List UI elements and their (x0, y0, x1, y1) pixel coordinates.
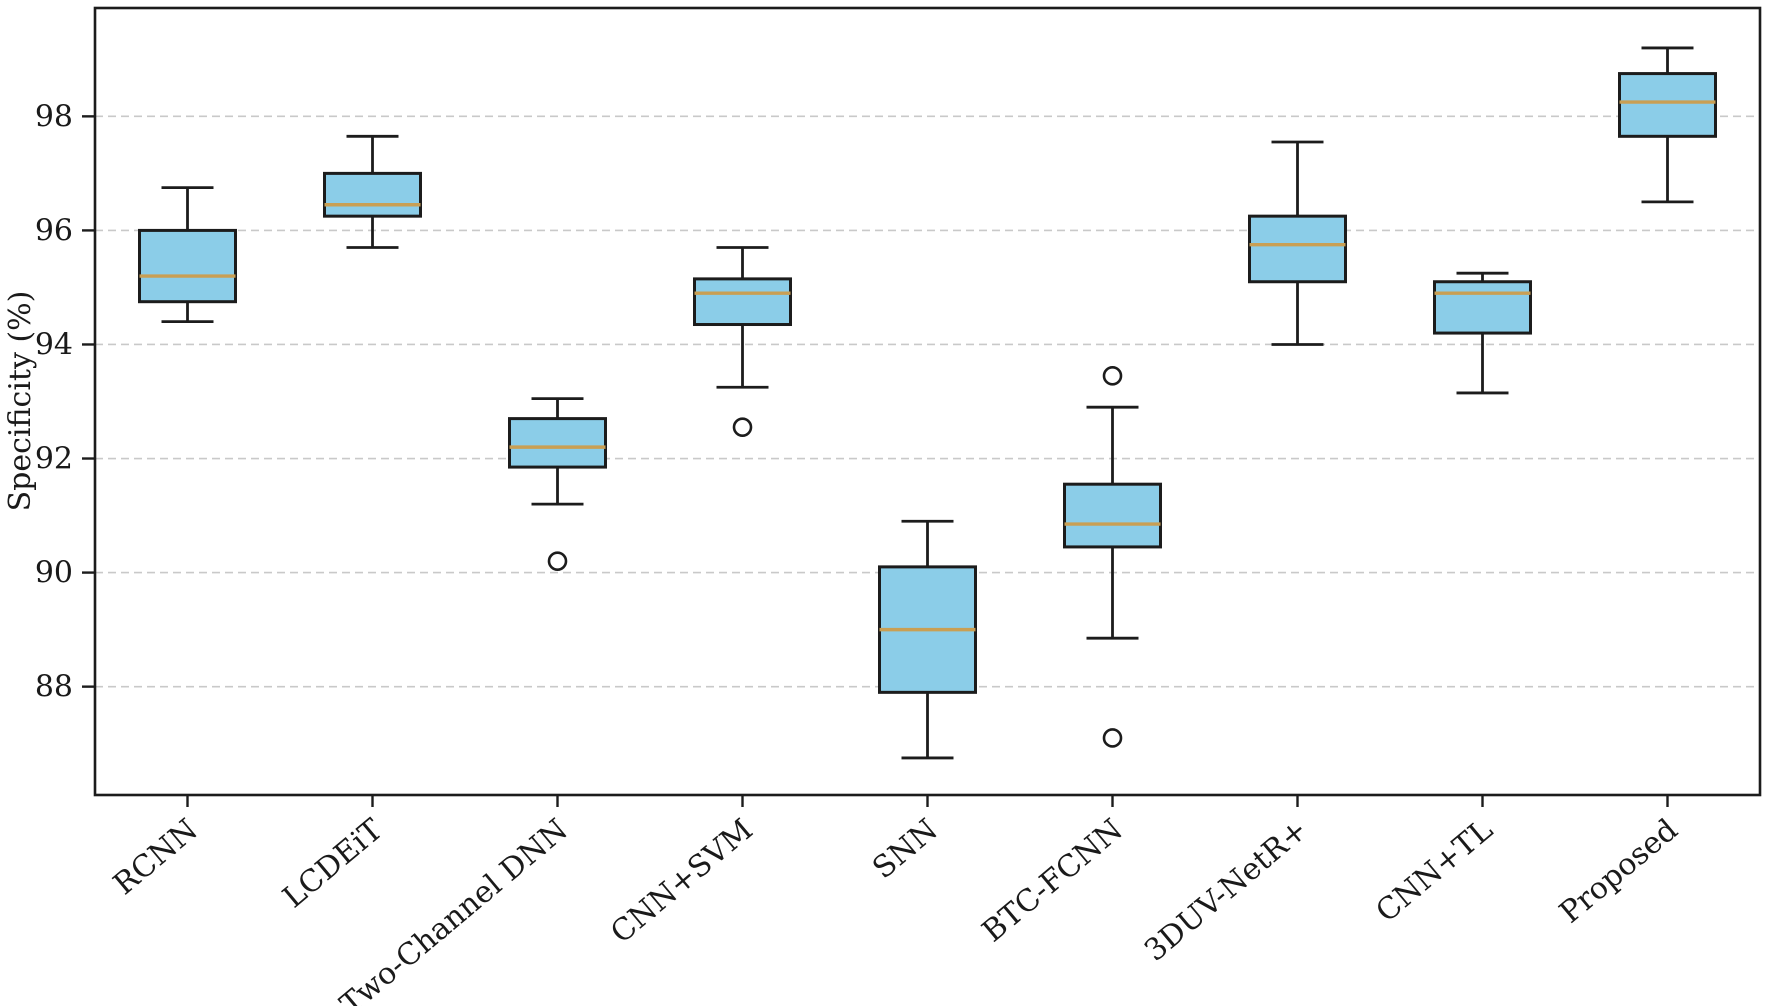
y-tick-label: 88 (35, 670, 73, 705)
y-tick-label: 96 (35, 213, 73, 248)
iqr-box (1433, 280, 1532, 335)
x-tick-label: Proposed (1553, 812, 1684, 930)
x-tick-label: RCNN (107, 812, 205, 902)
box-group (878, 519, 977, 760)
box-group (138, 186, 237, 324)
x-tick-label: CNN+TL (1369, 812, 1499, 929)
outlier-point (1102, 728, 1123, 748)
box-group (693, 246, 792, 437)
iqr-box (508, 417, 607, 469)
y-tick-label: 94 (35, 327, 73, 362)
x-tick-label: 3DUV-NetR+ (1138, 812, 1315, 968)
outlier-point (547, 551, 568, 571)
y-axis-label: Specificity (%) (3, 291, 38, 512)
boxes-layer (138, 46, 1717, 760)
x-tick-label: CNN+SVM (604, 812, 759, 950)
axes-layer (82, 6, 1762, 807)
box-group (1433, 271, 1532, 395)
y-tick-label: 98 (35, 99, 73, 134)
iqr-box (1063, 482, 1162, 549)
x-tick-label: BTC-FCNN (976, 812, 1130, 949)
box-group (1618, 46, 1717, 204)
box-group (323, 134, 422, 249)
y-tick-label: 92 (35, 442, 73, 477)
box-group (1063, 366, 1162, 748)
iqr-box (1248, 214, 1347, 284)
outlier-point (732, 417, 753, 437)
box-group (508, 397, 607, 571)
x-tick-label: LCDEiT (276, 812, 389, 915)
x-tick-label: SNN (866, 812, 944, 886)
outlier-point (1102, 366, 1123, 386)
y-tick-label: 90 (35, 556, 73, 591)
iqr-box (1618, 72, 1717, 138)
iqr-box (323, 171, 422, 218)
iqr-box (693, 277, 792, 327)
box-group (1248, 140, 1347, 346)
iqr-box (138, 228, 237, 304)
